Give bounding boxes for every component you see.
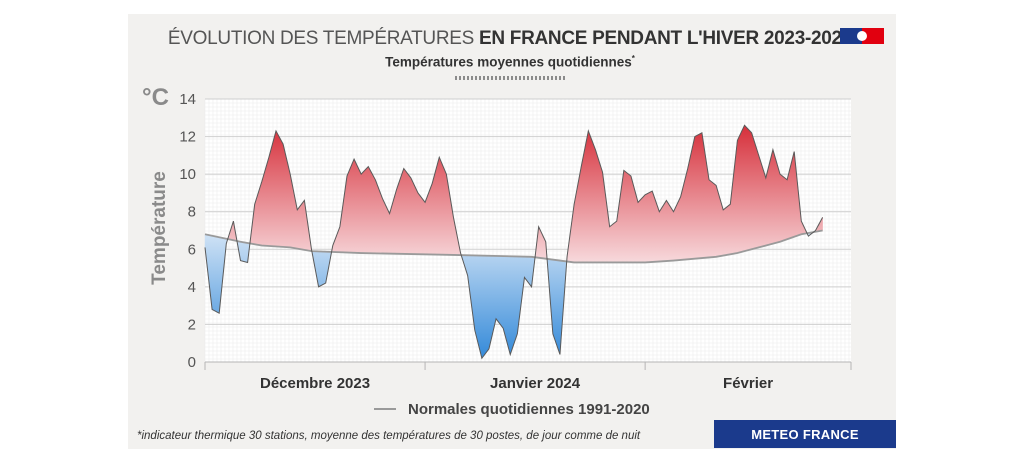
- y-tick-label: 14: [179, 91, 196, 108]
- legend-normal-line-swatch: [374, 408, 396, 410]
- meteo-france-logo: METEO FRANCE: [714, 420, 896, 448]
- y-axis-label: Température: [149, 171, 170, 285]
- month-label: Décembre 2023: [260, 375, 370, 392]
- y-axis-unit: °C: [142, 84, 169, 111]
- republique-francaise-logo: [840, 28, 884, 44]
- chart-title: ÉVOLUTION DES TEMPÉRATURES EN FRANCE PEN…: [0, 28, 1020, 50]
- chart-legend: Normales quotidiennes 1991-2020: [374, 399, 650, 419]
- subtitle-text: Températures moyennes quotidiennes: [385, 54, 632, 70]
- title-bold: EN FRANCE PENDANT L'HIVER 2023-2024: [479, 28, 853, 49]
- month-label: Janvier 2024: [490, 375, 581, 392]
- flag-blue-band: [840, 28, 862, 44]
- y-tick-label: 0: [188, 354, 196, 371]
- y-tick-label: 8: [188, 204, 196, 221]
- y-tick-label: 4: [188, 279, 196, 296]
- title-light: ÉVOLUTION DES TEMPÉRATURES: [167, 28, 475, 49]
- legend-normal-label: Normales quotidiennes 1991-2020: [408, 400, 650, 418]
- title-divider: [455, 76, 565, 80]
- y-tick-label: 12: [179, 129, 196, 146]
- y-tick-label: 10: [179, 166, 196, 183]
- y-tick-label: 6: [188, 241, 196, 258]
- chart-subtitle: Températures moyennes quotidiennes*: [0, 54, 1020, 70]
- subtitle-footnote-mark: *: [631, 54, 635, 63]
- normals-line: [204, 229, 823, 264]
- marianne-emblem: [857, 31, 867, 41]
- flag-red-band: [862, 28, 884, 44]
- y-tick-label: 2: [188, 316, 196, 333]
- temperature-line: [204, 124, 824, 360]
- month-label: Février: [723, 375, 773, 392]
- footnote: *indicateur thermique 30 stations, moyen…: [137, 430, 641, 442]
